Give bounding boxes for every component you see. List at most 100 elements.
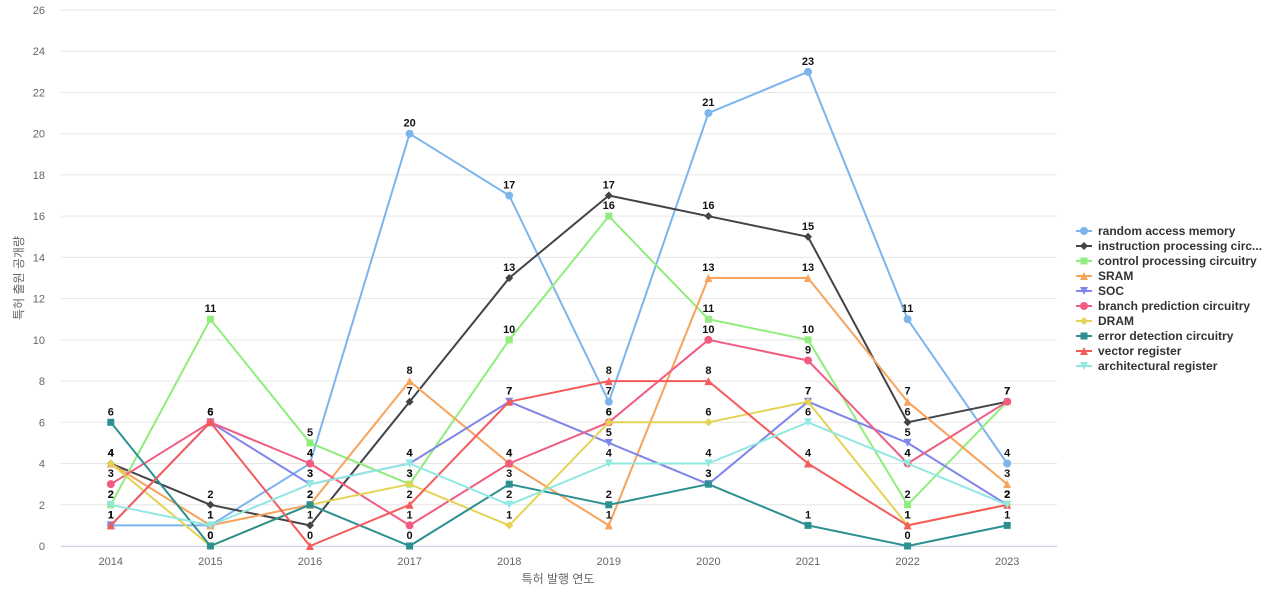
data-point[interactable] bbox=[106, 459, 115, 468]
data-point[interactable] bbox=[505, 500, 514, 509]
legend-item[interactable]: branch prediction circuitry bbox=[1076, 299, 1250, 313]
data-point[interactable] bbox=[306, 439, 314, 447]
data-point[interactable] bbox=[903, 438, 912, 447]
data-point[interactable] bbox=[605, 212, 613, 220]
data-point[interactable] bbox=[904, 542, 912, 550]
data-point[interactable] bbox=[406, 542, 414, 550]
data-point[interactable] bbox=[306, 501, 314, 509]
series-line[interactable] bbox=[110, 338, 1008, 527]
data-point[interactable] bbox=[306, 480, 314, 489]
data-point[interactable] bbox=[804, 232, 812, 241]
legend-item[interactable]: architectural register bbox=[1076, 359, 1218, 373]
data-point[interactable] bbox=[505, 397, 514, 406]
data-point[interactable] bbox=[704, 335, 713, 344]
data-point[interactable] bbox=[804, 521, 812, 529]
series-line[interactable] bbox=[110, 70, 1009, 527]
data-point[interactable] bbox=[206, 500, 215, 509]
series-line[interactable] bbox=[110, 194, 1008, 527]
data-point[interactable] bbox=[106, 480, 115, 489]
data-point[interactable] bbox=[704, 315, 712, 323]
data-point[interactable] bbox=[206, 315, 214, 323]
data-point[interactable] bbox=[405, 377, 414, 386]
data-point[interactable] bbox=[505, 521, 514, 530]
data-point[interactable] bbox=[405, 129, 414, 138]
data-point[interactable] bbox=[604, 459, 613, 468]
data-point[interactable] bbox=[206, 418, 215, 427]
series-line[interactable] bbox=[110, 421, 1008, 527]
data-point[interactable] bbox=[505, 336, 513, 344]
data-point[interactable] bbox=[804, 336, 812, 344]
data-point[interactable] bbox=[904, 501, 912, 509]
legend-item[interactable]: control processing circuitry bbox=[1076, 254, 1257, 268]
data-point[interactable] bbox=[306, 459, 314, 468]
data-point[interactable] bbox=[903, 418, 912, 427]
data-point[interactable] bbox=[604, 377, 613, 386]
data-point[interactable] bbox=[804, 67, 812, 76]
legend-label: SRAM bbox=[1098, 269, 1133, 283]
legend-item[interactable]: error detection circuitry bbox=[1076, 329, 1234, 343]
data-point[interactable] bbox=[605, 501, 613, 509]
data-label: 1 bbox=[108, 509, 114, 521]
legend-item[interactable]: vector register bbox=[1076, 344, 1182, 358]
data-label: 7 bbox=[905, 386, 911, 398]
data-point[interactable] bbox=[604, 191, 613, 200]
series-line[interactable] bbox=[110, 380, 1008, 547]
data-point[interactable] bbox=[804, 459, 812, 468]
legend-item[interactable]: instruction processing circ... bbox=[1076, 239, 1262, 253]
data-point[interactable] bbox=[704, 418, 713, 427]
data-point[interactable] bbox=[704, 459, 713, 468]
data-label: 0 bbox=[407, 530, 413, 542]
data-labels: 1 142017721231144217131716156721153101611… bbox=[108, 56, 1011, 542]
data-point[interactable] bbox=[604, 418, 613, 427]
data-point[interactable] bbox=[704, 377, 713, 386]
data-point[interactable] bbox=[604, 397, 613, 406]
series-line[interactable] bbox=[110, 400, 1008, 527]
data-point[interactable] bbox=[1003, 500, 1012, 509]
data-point[interactable] bbox=[704, 109, 713, 118]
data-point[interactable] bbox=[903, 315, 912, 324]
data-label: 4 bbox=[307, 448, 314, 460]
data-point[interactable] bbox=[1003, 397, 1012, 406]
data-point[interactable] bbox=[505, 480, 513, 488]
data-point[interactable] bbox=[405, 500, 414, 509]
data-point[interactable] bbox=[903, 397, 912, 406]
data-point[interactable] bbox=[604, 438, 613, 447]
data-point[interactable] bbox=[505, 191, 514, 200]
data-label: 11 bbox=[703, 303, 715, 315]
data-point[interactable] bbox=[405, 480, 414, 489]
data-point[interactable] bbox=[704, 274, 713, 282]
legend-item[interactable]: random access memory bbox=[1076, 224, 1236, 238]
legend-item[interactable]: DRAM bbox=[1076, 314, 1134, 328]
data-point[interactable] bbox=[107, 418, 115, 426]
data-point[interactable] bbox=[206, 521, 215, 530]
series-line[interactable] bbox=[110, 277, 1008, 527]
data-point[interactable] bbox=[704, 480, 712, 488]
data-point[interactable] bbox=[1003, 480, 1012, 489]
data-point[interactable] bbox=[604, 521, 613, 530]
data-point[interactable] bbox=[505, 459, 514, 468]
data-point[interactable] bbox=[1003, 521, 1011, 529]
data-point[interactable] bbox=[405, 397, 414, 406]
data-point[interactable] bbox=[405, 459, 414, 468]
data-point[interactable] bbox=[306, 521, 314, 530]
legend-item[interactable]: SOC bbox=[1076, 284, 1124, 298]
data-label: 1 bbox=[108, 509, 114, 521]
data-point[interactable] bbox=[106, 500, 115, 509]
data-point[interactable] bbox=[704, 212, 713, 221]
data-point[interactable] bbox=[903, 521, 912, 530]
data-point[interactable] bbox=[206, 542, 214, 550]
data-point[interactable] bbox=[804, 418, 812, 427]
data-point[interactable] bbox=[306, 542, 314, 550]
series-line[interactable] bbox=[109, 215, 1008, 506]
data-point[interactable] bbox=[1003, 459, 1012, 468]
legend-marker bbox=[1080, 242, 1088, 250]
data-point[interactable] bbox=[804, 397, 812, 406]
data-point[interactable] bbox=[106, 521, 115, 530]
data-point[interactable] bbox=[804, 274, 812, 282]
data-point[interactable] bbox=[505, 274, 514, 282]
data-point[interactable] bbox=[903, 459, 912, 468]
legend-item[interactable]: SRAM bbox=[1076, 269, 1133, 283]
data-point[interactable] bbox=[405, 521, 414, 530]
series-line[interactable] bbox=[110, 421, 1008, 547]
data-point[interactable] bbox=[804, 356, 812, 365]
